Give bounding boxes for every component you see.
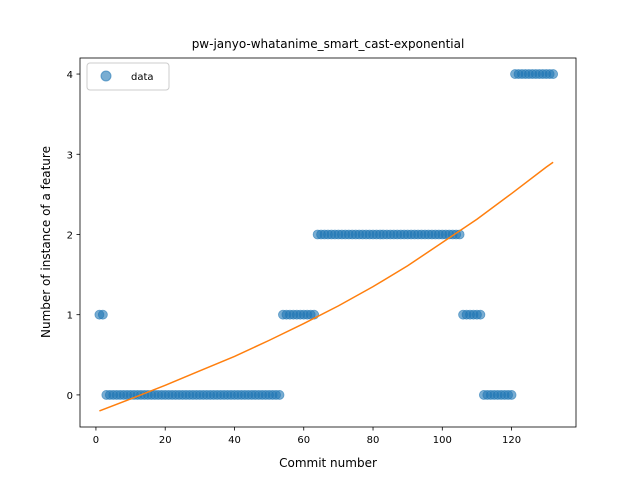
fit-line	[99, 161, 554, 412]
y-axis-label: Number of instance of a feature	[39, 146, 53, 338]
plot-area	[94, 69, 559, 412]
legend: data	[86, 62, 170, 91]
x-tick-label: 80	[367, 435, 380, 446]
x-tick-label: 100	[433, 435, 452, 446]
x-tick-label: 40	[228, 435, 241, 446]
data-point	[506, 390, 517, 400]
x-tick-label: 120	[502, 435, 521, 446]
x-tick-label: 0	[93, 435, 99, 446]
chart-title: pw-janyo-whatanime_smart_cast-exponentia…	[192, 37, 465, 51]
x-tick-label: 60	[297, 435, 310, 446]
axes-frame	[79, 57, 577, 428]
data-point	[475, 309, 486, 320]
x-axis-label: Commit number	[279, 456, 377, 470]
y-tick-label: 3	[67, 150, 73, 161]
legend-marker	[100, 70, 112, 82]
y-tick-label: 4	[67, 70, 73, 81]
y-tick-label: 1	[67, 311, 73, 322]
data-point	[97, 309, 108, 320]
data-point	[274, 390, 285, 400]
legend-entry-data: data	[131, 72, 154, 83]
y-tick-label: 2	[67, 230, 73, 241]
y-tick-label: 0	[67, 391, 73, 402]
data-point	[548, 69, 559, 79]
x-tick-label: 20	[159, 435, 172, 446]
axes: 0 20 40 60 80 100 120 0 1 2 3 4	[67, 57, 577, 446]
legend-frame	[86, 62, 170, 91]
